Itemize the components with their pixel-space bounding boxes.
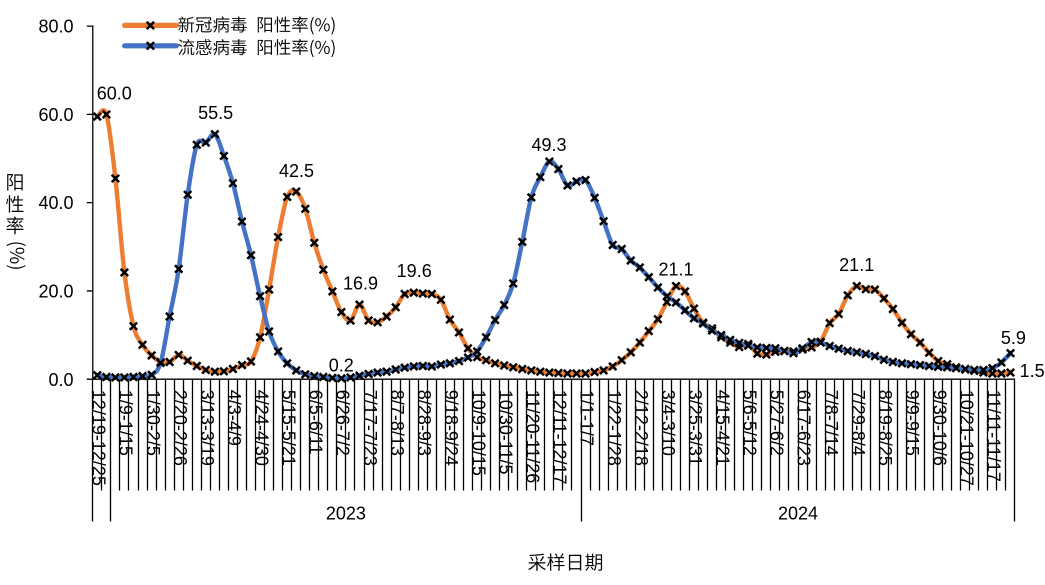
svg-text:55.5: 55.5 bbox=[198, 103, 233, 123]
svg-text:9/30-10/6: 9/30-10/6 bbox=[929, 390, 949, 466]
svg-text:60.0: 60.0 bbox=[97, 83, 132, 103]
svg-text:5/6-5/12: 5/6-5/12 bbox=[739, 390, 759, 456]
svg-text:1/1-1/7: 1/1-1/7 bbox=[577, 390, 597, 446]
svg-text:60.0: 60.0 bbox=[38, 105, 73, 125]
svg-text:11/20-11/26: 11/20-11/26 bbox=[523, 390, 543, 483]
svg-text:5/15-5/21: 5/15-5/21 bbox=[278, 390, 298, 466]
svg-text:9/9-9/15: 9/9-9/15 bbox=[902, 390, 922, 456]
svg-text:10/21-10/27: 10/21-10/27 bbox=[956, 390, 976, 486]
svg-text:9/18-9/24: 9/18-9/24 bbox=[441, 390, 461, 466]
svg-text:8/19-8/25: 8/19-8/25 bbox=[875, 390, 895, 466]
svg-text:3/25-3/31: 3/25-3/31 bbox=[685, 390, 705, 466]
svg-text:5.9: 5.9 bbox=[1001, 328, 1026, 348]
svg-text:1.5: 1.5 bbox=[1020, 361, 1045, 381]
svg-text:10/30-11/5: 10/30-11/5 bbox=[495, 390, 515, 475]
svg-text:80.0: 80.0 bbox=[38, 17, 73, 37]
svg-text:6/26-7/2: 6/26-7/2 bbox=[333, 390, 353, 456]
svg-text:4/3-4/9: 4/3-4/9 bbox=[224, 390, 244, 446]
svg-text:1/30-2/5: 1/30-2/5 bbox=[143, 390, 163, 456]
svg-text:12/11-12/17: 12/11-12/17 bbox=[550, 390, 570, 485]
svg-text:0.0: 0.0 bbox=[48, 370, 73, 390]
svg-text:3/4-3/10: 3/4-3/10 bbox=[658, 390, 678, 456]
svg-text:2/12-2/18: 2/12-2/18 bbox=[631, 390, 651, 466]
svg-text:12/19-12/25: 12/19-12/25 bbox=[89, 390, 109, 486]
svg-text:3/13-3/19: 3/13-3/19 bbox=[197, 390, 217, 466]
svg-text:21.1: 21.1 bbox=[839, 255, 874, 275]
svg-text:49.3: 49.3 bbox=[531, 135, 566, 155]
svg-text:0.2: 0.2 bbox=[329, 355, 354, 375]
svg-text:5/27-6/2: 5/27-6/2 bbox=[767, 390, 787, 456]
svg-text:2023: 2023 bbox=[326, 504, 366, 524]
svg-text:6/5-6/11: 6/5-6/11 bbox=[306, 390, 326, 455]
svg-text:11/11-11/17: 11/11-11/17 bbox=[984, 390, 1004, 482]
svg-text:2/20-2/26: 2/20-2/26 bbox=[170, 390, 190, 466]
svg-text:10/9-10/15: 10/9-10/15 bbox=[468, 390, 488, 476]
svg-text:1/9-1/15: 1/9-1/15 bbox=[116, 390, 136, 456]
svg-text:4/15-4/21: 4/15-4/21 bbox=[712, 390, 732, 466]
svg-text:8/28-9/3: 8/28-9/3 bbox=[414, 390, 434, 456]
svg-text:42.5: 42.5 bbox=[279, 161, 314, 181]
svg-text:7/8-7/14: 7/8-7/14 bbox=[821, 390, 841, 456]
svg-text:16.9: 16.9 bbox=[343, 274, 378, 294]
svg-text:21.1: 21.1 bbox=[658, 260, 693, 280]
svg-text:20.0: 20.0 bbox=[38, 282, 73, 302]
svg-text:19.6: 19.6 bbox=[397, 261, 432, 281]
svg-text:4/24-4/30: 4/24-4/30 bbox=[251, 390, 271, 466]
svg-text:7/17-7/23: 7/17-7/23 bbox=[360, 390, 380, 466]
svg-text:40.0: 40.0 bbox=[38, 193, 73, 213]
svg-text:1/22-1/28: 1/22-1/28 bbox=[604, 390, 624, 466]
svg-text:6/17-6/23: 6/17-6/23 bbox=[794, 390, 814, 466]
svg-text:7/29-8/4: 7/29-8/4 bbox=[848, 390, 868, 456]
svg-text:8/7-8/13: 8/7-8/13 bbox=[387, 390, 407, 456]
svg-text:2024: 2024 bbox=[778, 504, 818, 524]
